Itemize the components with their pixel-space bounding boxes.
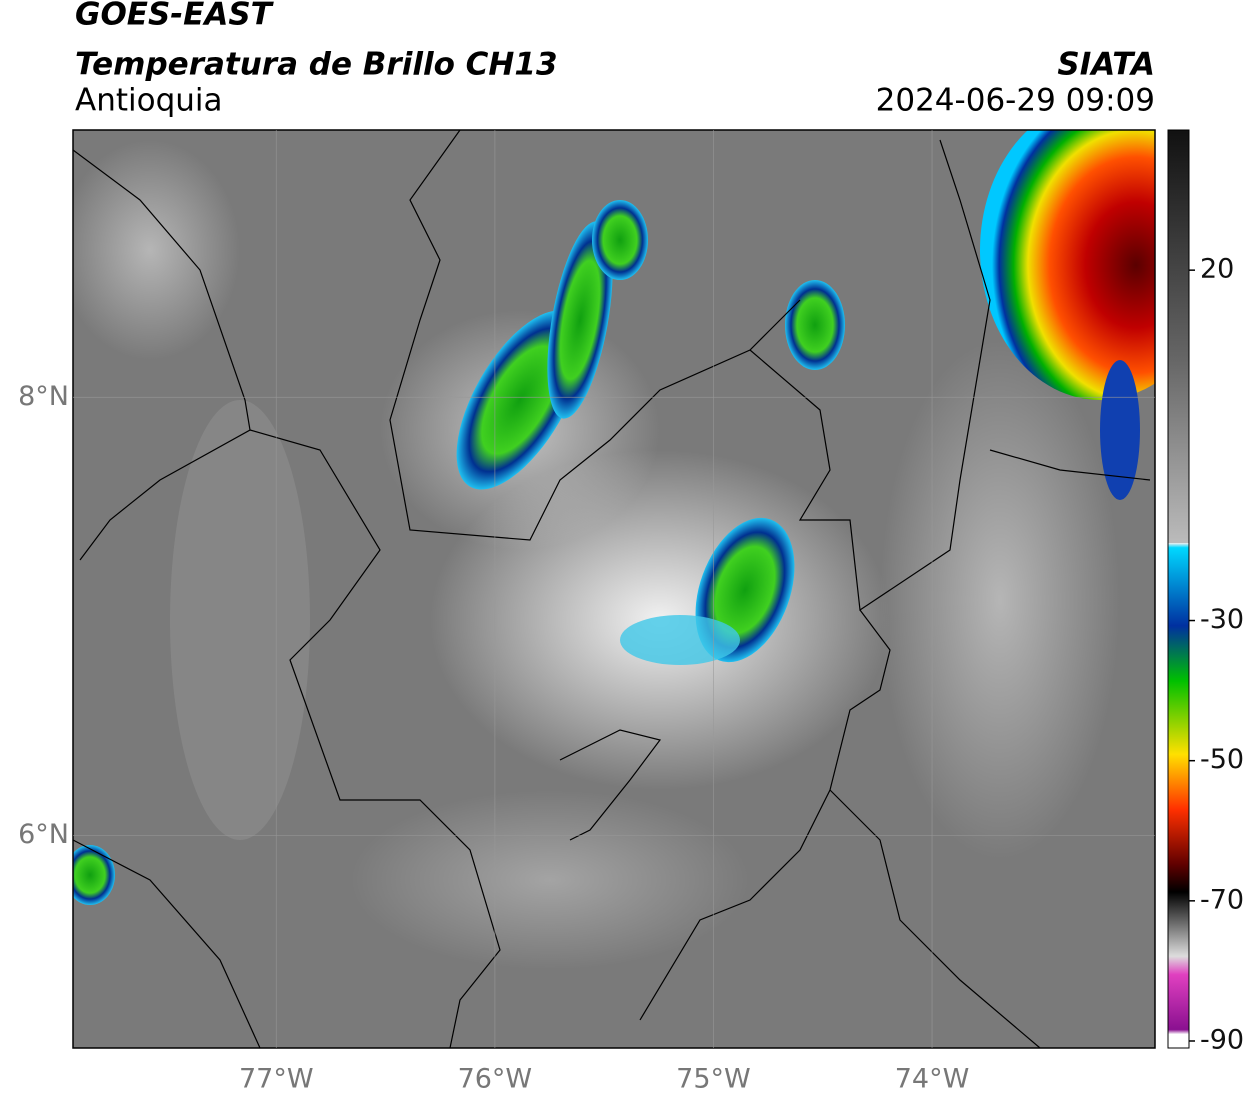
datetime: 2024-06-29 09:09 bbox=[876, 83, 1155, 119]
source: SIATA bbox=[1057, 47, 1155, 83]
colorbar-tick-label: -70 bbox=[1200, 884, 1244, 915]
x-tick-label: 77°W bbox=[239, 1064, 314, 1095]
x-tick-label: 74°W bbox=[895, 1064, 970, 1095]
colorbar-tick-label: -90 bbox=[1200, 1024, 1244, 1055]
title: GOES-EAST bbox=[75, 0, 275, 33]
subtitle: Temperatura de Brillo CH13 bbox=[75, 47, 558, 83]
y-tick-label: 8°N bbox=[18, 381, 69, 412]
map-frame bbox=[72, 129, 1156, 1049]
y-tick-label: 6°N bbox=[18, 819, 69, 850]
region: Antioquia bbox=[75, 83, 223, 119]
colorbar bbox=[1167, 129, 1190, 1049]
colorbar-tick-label: -50 bbox=[1200, 744, 1244, 775]
colorbar-tick-label: -30 bbox=[1200, 604, 1244, 635]
colorbar-tick-label: 20 bbox=[1200, 254, 1234, 285]
x-tick-label: 76°W bbox=[458, 1064, 533, 1095]
x-tick-label: 75°W bbox=[676, 1064, 751, 1095]
map-image bbox=[73, 130, 1155, 1048]
